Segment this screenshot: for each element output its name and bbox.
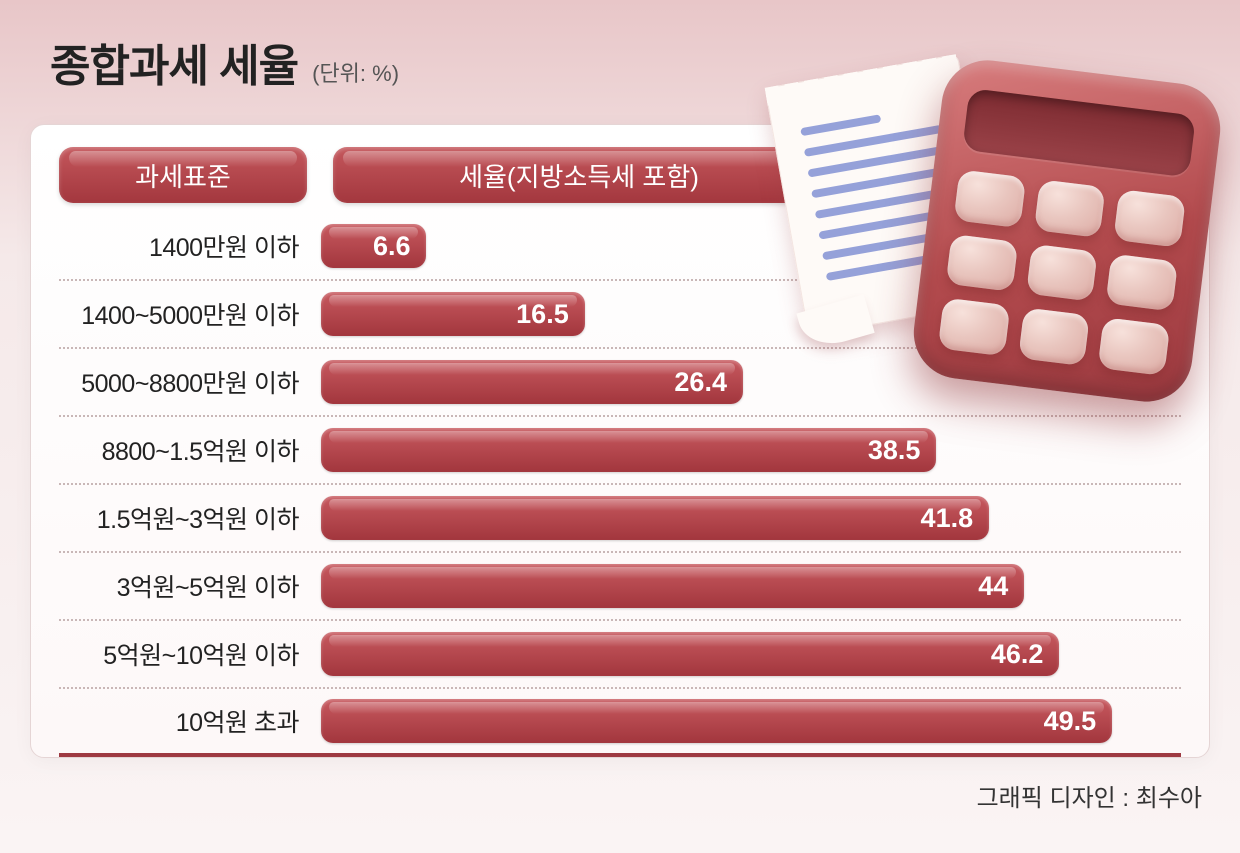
rate-bar: 49.5 — [321, 699, 1112, 743]
unit-label: (단위: %) — [312, 56, 399, 88]
bar-track: 49.5 — [321, 699, 1181, 743]
table-row: 10억원 초과 49.5 — [59, 689, 1181, 757]
table-row: 1.5억원~3억원 이하 41.8 — [59, 485, 1181, 553]
rate-value: 49.5 — [1044, 706, 1097, 737]
bar-track: 16.5 — [321, 292, 1181, 336]
rate-value: 44 — [978, 571, 1008, 602]
bar-track: 6.6 — [321, 224, 1181, 268]
bracket-label: 10억원 초과 — [59, 703, 321, 739]
rate-bar: 38.5 — [321, 428, 936, 472]
bracket-label: 8800~1.5억원 이하 — [59, 432, 321, 468]
tax-rate-chart: 과세표준 세율(지방소득세 포함) 1400만원 이하 6.6 1400~5000만… — [30, 124, 1210, 758]
table-row: 5000~8800만원 이하 26.4 — [59, 349, 1181, 417]
rate-value: 16.5 — [516, 299, 569, 330]
rate-value: 46.2 — [991, 639, 1044, 670]
bracket-label: 5000~8800만원 이하 — [59, 364, 321, 400]
page-title: 종합과세 세율 — [50, 30, 298, 94]
bracket-label: 3억원~5억원 이하 — [59, 568, 321, 604]
rate-bar: 26.4 — [321, 360, 743, 404]
column-header-rate: 세율(지방소득세 포함) — [333, 147, 825, 203]
table-row: 1400만원 이하 6.6 — [59, 213, 1181, 281]
rate-bar: 41.8 — [321, 496, 989, 540]
bar-track: 41.8 — [321, 496, 1181, 540]
rate-bar: 44 — [321, 564, 1024, 608]
column-header-bracket: 과세표준 — [59, 147, 307, 203]
bar-track: 44 — [321, 564, 1181, 608]
bracket-label: 1.5억원~3억원 이하 — [59, 500, 321, 536]
bar-track: 26.4 — [321, 360, 1181, 404]
credit-line: 그래픽 디자인 : 최수아 — [0, 758, 1240, 813]
rate-value: 26.4 — [674, 367, 727, 398]
table-row: 5억원~10억원 이하 46.2 — [59, 621, 1181, 689]
rate-value: 41.8 — [921, 503, 974, 534]
rate-bar: 16.5 — [321, 292, 585, 336]
rate-bar: 6.6 — [321, 224, 426, 268]
table-row: 1400~5000만원 이하 16.5 — [59, 281, 1181, 349]
rate-value: 38.5 — [868, 435, 921, 466]
bracket-label: 5억원~10억원 이하 — [59, 636, 321, 672]
bar-track: 38.5 — [321, 428, 1181, 472]
bracket-label: 1400~5000만원 이하 — [59, 296, 321, 332]
table-row: 3억원~5억원 이하 44 — [59, 553, 1181, 621]
rate-bar: 46.2 — [321, 632, 1059, 676]
bar-track: 46.2 — [321, 632, 1181, 676]
rate-value: 6.6 — [373, 231, 411, 262]
bracket-label: 1400만원 이하 — [59, 228, 321, 264]
table-row: 8800~1.5억원 이하 38.5 — [59, 417, 1181, 485]
